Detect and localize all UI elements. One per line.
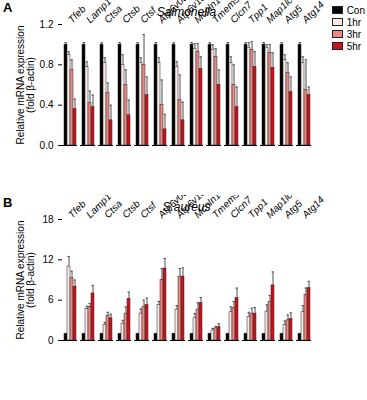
- html-text:5hr: 5hr: [346, 40, 362, 52]
- svg-text:Ctsa: Ctsa: [102, 198, 125, 221]
- html-text:A: A: [3, 0, 13, 15]
- svg-text:Relative mRNA expression(fold: Relative mRNA expression(fold β-actin): [15, 221, 36, 340]
- svg-text:Atg14: Atg14: [299, 0, 326, 26]
- html-text:Salmonella: Salmonella: [156, 5, 217, 19]
- svg-text:Ctsb: Ctsb: [120, 198, 143, 221]
- svg-text:Ctsb: Ctsb: [120, 3, 143, 26]
- svg-text:18: 18: [42, 214, 54, 225]
- svg-text:0.4: 0.4: [40, 99, 54, 110]
- svg-text:Atg5: Atg5: [281, 198, 304, 221]
- svg-text:Ctsf: Ctsf: [138, 4, 159, 25]
- svg-text:Atg5: Atg5: [281, 3, 304, 26]
- svg-text:Ctsf: Ctsf: [138, 199, 159, 220]
- html-text:3hr: 3hr: [346, 28, 362, 40]
- svg-text:Tfeb: Tfeb: [66, 198, 88, 220]
- svg-text:0: 0: [48, 335, 54, 346]
- svg-text:Ctsa: Ctsa: [102, 3, 125, 26]
- svg-text:Atg14: Atg14: [299, 195, 326, 221]
- html-text:1hr: 1hr: [346, 16, 362, 28]
- html-text:Con: Con: [346, 4, 365, 16]
- svg-text:12: 12: [42, 254, 54, 265]
- svg-text:Tpp1: Tpp1: [246, 1, 270, 25]
- svg-text:Tpp1: Tpp1: [246, 196, 270, 220]
- svg-text:0.0: 0.0: [40, 140, 54, 151]
- svg-text:6: 6: [48, 294, 54, 305]
- svg-text:1.2: 1.2: [40, 19, 54, 30]
- html-text:B: B: [3, 195, 13, 210]
- svg-text:Tfeb: Tfeb: [66, 3, 88, 25]
- svg-text:Relative mRNA expression(fold: Relative mRNA expression(fold β-actin): [15, 26, 36, 145]
- svg-text:0.8: 0.8: [40, 59, 54, 70]
- html-text:S.aureus: S.aureus: [162, 200, 211, 214]
